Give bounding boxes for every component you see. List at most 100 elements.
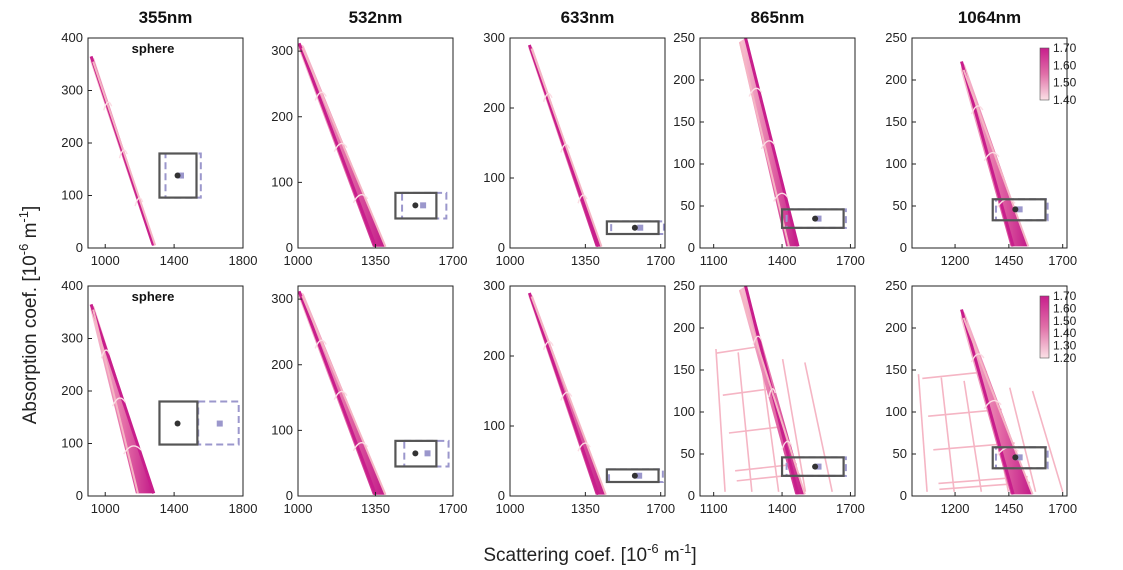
band-contour xyxy=(577,442,591,452)
grid-line-h xyxy=(728,425,786,434)
grid-line-v xyxy=(715,348,726,492)
axes-frame xyxy=(297,37,454,249)
panel-content xyxy=(527,44,665,248)
x-tick-label: 1700 xyxy=(836,501,865,516)
panel-content xyxy=(298,290,450,496)
point-measured xyxy=(1012,206,1019,213)
colorbar-tick-label: 1.60 xyxy=(1053,301,1077,315)
uncertainty-box-measured xyxy=(780,208,845,229)
uncertainty-box-measured xyxy=(394,439,438,468)
panel-content xyxy=(715,286,847,495)
colorbar xyxy=(1039,47,1050,101)
colorbar-tick-label: 1.20 xyxy=(1053,351,1077,365)
uncertainty-box-measured xyxy=(991,446,1047,470)
band-contour xyxy=(134,197,144,207)
panel-r1-c0: 0 100 200 300 400 1000 1400 1800 xyxy=(61,278,257,516)
point-alt xyxy=(1016,206,1023,213)
point-measured xyxy=(412,450,419,457)
x-tick-label: 1100 xyxy=(700,501,728,516)
y-tick-label: 0 xyxy=(76,240,83,255)
point-measured xyxy=(174,172,181,179)
y-tick-label: 300 xyxy=(271,43,293,58)
y-tick-label: 100 xyxy=(271,174,293,189)
y-tick-label: 0 xyxy=(286,240,293,255)
y-tick-label: 200 xyxy=(483,100,505,115)
y-tick-label: 100 xyxy=(483,170,505,185)
y-tick-label: 100 xyxy=(885,404,907,419)
uncertainty-box-measured xyxy=(605,468,660,484)
point-alt xyxy=(1016,454,1023,461)
y-tick-label: 0 xyxy=(286,488,293,503)
x-tick-label: 1000 xyxy=(91,253,120,268)
point-alt xyxy=(420,202,427,209)
colorbar-tick-label: 1.60 xyxy=(1053,58,1077,72)
y-tick-label: 100 xyxy=(673,404,695,419)
band-edge-light xyxy=(738,289,806,495)
uncertainty-box-measured xyxy=(394,191,438,220)
band-contour xyxy=(560,391,573,401)
point-measured xyxy=(812,215,819,222)
point-alt xyxy=(636,472,643,479)
grid-line-h xyxy=(715,345,760,354)
y-tick-label: 100 xyxy=(483,418,505,433)
y-tick-label: 200 xyxy=(673,72,695,87)
y-tick-label: 200 xyxy=(483,348,505,363)
y-tick-label: 250 xyxy=(673,30,695,45)
y-tick-label: 0 xyxy=(76,488,83,503)
panel-r1-c3: 0 50 100 150 200 250 1100 1400 1700 xyxy=(673,278,865,516)
grid-line-v xyxy=(1008,387,1037,492)
band-edge-light xyxy=(962,317,1034,495)
band-contour xyxy=(781,440,793,450)
x-axis-label: Scattering coef. [10-6 m-1] xyxy=(483,541,696,566)
x-tick-label: 1800 xyxy=(229,501,258,516)
point-measured xyxy=(174,420,181,427)
point-alt xyxy=(637,224,644,231)
axes-frame xyxy=(87,37,244,249)
uncertainty-box-alt xyxy=(785,208,847,229)
y-tick-label: 150 xyxy=(885,362,907,377)
y-tick-label: 100 xyxy=(271,422,293,437)
x-tick-label: 1400 xyxy=(768,253,797,268)
axes-frame xyxy=(509,37,666,249)
panel-r0-c0: 0 100 200 300 400 1000 1400 1800 xyxy=(61,30,257,268)
panel-content xyxy=(527,292,664,496)
band-contour xyxy=(103,101,113,111)
x-tick-label: 1350 xyxy=(571,253,600,268)
y-tick-label: 150 xyxy=(673,362,695,377)
uncertainty-box-measured xyxy=(158,400,199,446)
uncertainty-box-measured xyxy=(991,198,1047,222)
colorbar-tick-label: 1.70 xyxy=(1053,289,1077,303)
band-contour xyxy=(768,388,777,398)
column-title-0: 355nm xyxy=(139,8,193,27)
band-contour xyxy=(333,142,348,152)
y-tick-label: 250 xyxy=(885,30,907,45)
y-axis-label: Absorption coef. [10-6 m-1] xyxy=(16,206,41,425)
point-measured xyxy=(631,472,638,479)
point-alt xyxy=(216,420,223,427)
x-tick-label: 1000 xyxy=(91,501,120,516)
panel-content xyxy=(89,303,240,494)
band-contour xyxy=(314,339,327,349)
y-tick-label: 0 xyxy=(900,240,907,255)
y-tick-label: 0 xyxy=(498,240,505,255)
band-contour xyxy=(123,445,142,455)
y-tick-label: 300 xyxy=(483,278,505,293)
band-edge-dark xyxy=(298,42,377,248)
point-alt xyxy=(815,463,822,470)
annotation-sphere: sphere xyxy=(132,289,175,304)
band-contour xyxy=(542,340,554,350)
x-tick-label: 1100 xyxy=(700,253,728,268)
x-tick-label: 1000 xyxy=(496,253,525,268)
y-tick-label: 200 xyxy=(61,135,83,150)
point-alt xyxy=(815,215,822,222)
x-tick-label: 1350 xyxy=(361,501,390,516)
y-tick-label: 200 xyxy=(271,357,293,372)
point-alt xyxy=(424,450,431,457)
grid-line-v xyxy=(804,362,833,492)
colorbar-tick-label: 1.40 xyxy=(1053,93,1077,107)
x-tick-label: 1450 xyxy=(994,253,1023,268)
x-tick-label: 1400 xyxy=(768,501,797,516)
panel-r0-c1: 0 100 200 300 1000 1350 1700 xyxy=(271,37,467,268)
axes-frame xyxy=(509,285,666,497)
